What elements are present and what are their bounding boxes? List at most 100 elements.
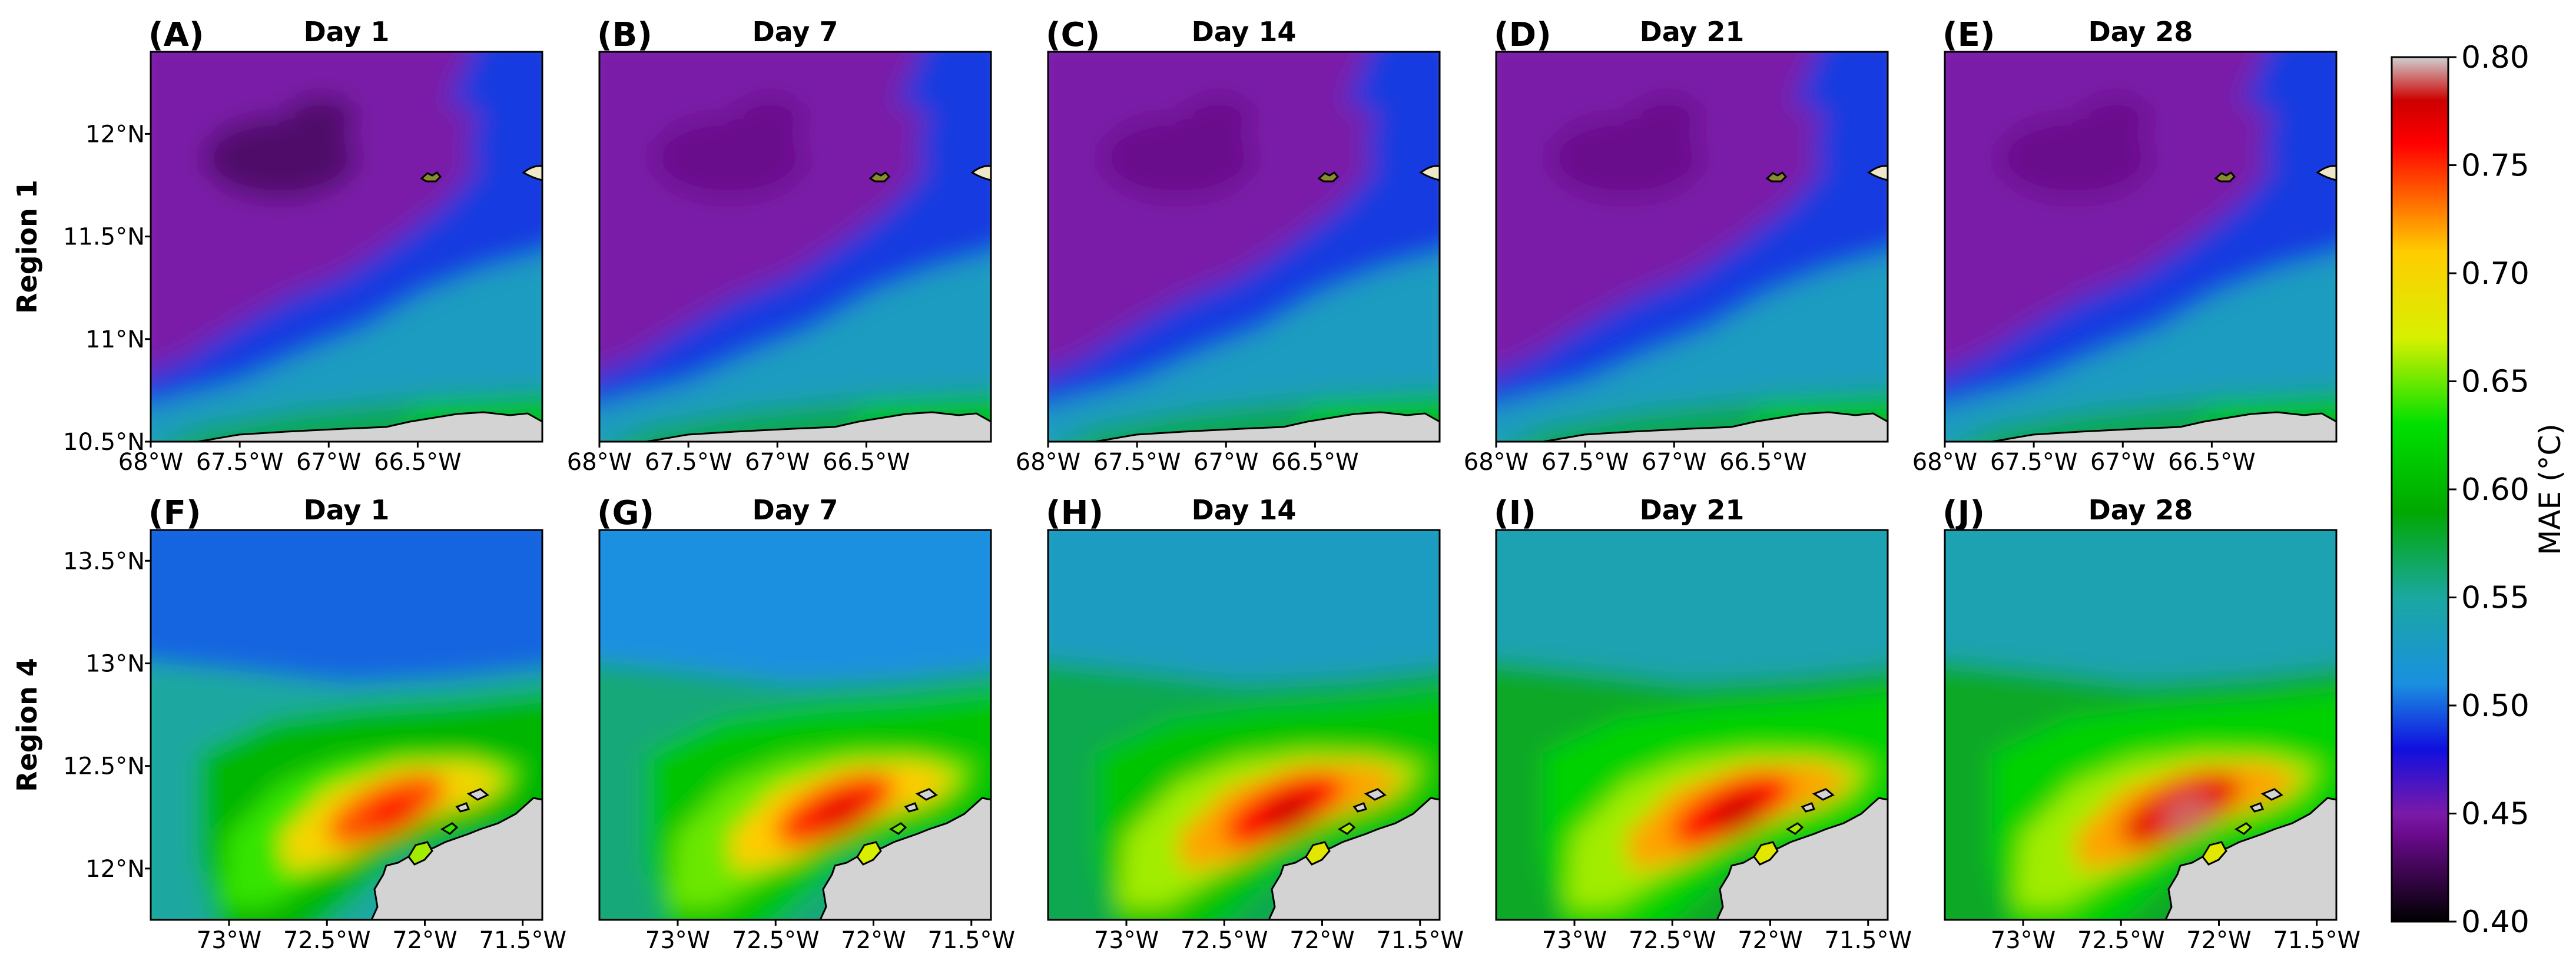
land-mainland (646, 411, 991, 442)
x-tick-label: 71.5°W (927, 927, 1015, 954)
mae-field-blue (1496, 530, 1888, 683)
map-panel: Day 21 (D) 68°W 67.5°W 67°W 66.5°W (1464, 16, 1889, 476)
colorbar-tick-label: 0.75 (2461, 148, 2529, 184)
x-tick-label: 72°W (841, 927, 906, 954)
land-island (1317, 171, 1340, 183)
panel-frame (598, 51, 992, 443)
x-tick-label: 72.5°W (732, 927, 820, 954)
x-tick-label: 67°W (2090, 449, 2155, 476)
row-label: Region 1 (11, 180, 43, 314)
panel-frame (1047, 529, 1441, 921)
x-tick-label: 66.5°W (823, 449, 910, 476)
map-panel: Day 1 (F) 73°W 72.5°W 72°W 71.5°W 13.5°N 13°N 12… (63, 494, 566, 954)
mae-field-dark (286, 96, 357, 137)
panel-title: Day 7 (752, 494, 838, 526)
row-labels: Region 1 Region 4 (11, 180, 43, 792)
panel-title: Day 28 (2088, 494, 2193, 526)
land-island (2249, 802, 2265, 813)
x-tick-label: 67.5°W (1541, 449, 1629, 476)
land-island (2234, 822, 2253, 835)
land-island (915, 788, 938, 801)
x-tick-label: 67°W (296, 449, 361, 476)
land-island (856, 841, 882, 866)
x-tick-label: 71.5°W (1376, 927, 1464, 954)
mae-field-red (1712, 795, 1763, 830)
colorbar-tick-label: 0.70 (2461, 256, 2529, 291)
land-island (2260, 788, 2283, 801)
x-tick-label: 68°W (1912, 449, 1977, 476)
y-tick-label: 10.5°N (63, 429, 145, 456)
colorbar-tick-label: 0.65 (2461, 365, 2529, 400)
panel-letter: (A) (148, 16, 204, 54)
panel-frame (1495, 529, 1889, 921)
colorbar-label: MAE (°C) (2533, 423, 2567, 555)
panel-frame (598, 529, 992, 921)
land-island (2316, 165, 2336, 181)
x-tick-label: 73°W (645, 927, 710, 954)
land-island (1867, 165, 1888, 181)
x-tick-label: 67°W (1642, 449, 1706, 476)
land-island (889, 822, 907, 835)
panel-letter: (G) (597, 494, 654, 532)
panel-letter: (E) (1942, 16, 1995, 54)
land-island (1812, 788, 1835, 801)
land-island (2202, 841, 2227, 866)
panel-title: Day 14 (1192, 16, 1297, 48)
mae-field-deep (1720, 95, 1826, 193)
panel-grid: Day 1 (A) 68°W 67.5°W 67°W 66.5°W 12°N 11.5°N 11… (63, 16, 2360, 954)
panel-frame (150, 529, 543, 921)
mae-field-blue (599, 530, 991, 683)
x-tick-label: 72.5°W (283, 927, 371, 954)
x-tick-label: 72.5°W (1629, 927, 1716, 954)
x-tick-label: 67.5°W (1990, 449, 2078, 476)
land-mainland (1543, 411, 1888, 442)
x-tick-label: 71.5°W (1824, 927, 1912, 954)
panel-letter: (C) (1046, 16, 1100, 54)
map-panel: Day 21 (I) 73°W 72.5°W 72°W 71.5°W (1494, 494, 1912, 954)
map-panel: Day 7 (B) 68°W 67.5°W 67°W 66.5°W (567, 16, 992, 476)
y-tick-label: 13.5°N (63, 548, 145, 575)
mae-field-deep (2169, 95, 2275, 193)
mae-field-dark (2080, 96, 2151, 137)
panel-title: Day 21 (1640, 494, 1745, 526)
map-panel: Day 28 (E) 68°W 67.5°W 67°W 66.5°W (1912, 16, 2338, 476)
map-panel: Day 14 (H) 73°W 72.5°W 72°W 71.5°W (1046, 494, 1464, 954)
land-island (2214, 171, 2236, 183)
land-island (1338, 822, 1356, 835)
panel-frame (1944, 529, 2338, 921)
x-tick-label: 72°W (1738, 927, 1802, 954)
x-tick-label: 68°W (118, 449, 183, 476)
colorbar-tick-label: 0.55 (2461, 581, 2529, 616)
x-tick-label: 67.5°W (196, 449, 284, 476)
panel-title: Day 7 (752, 16, 838, 48)
land-island (868, 171, 891, 183)
mae-field-deep (374, 95, 480, 193)
x-tick-label: 66.5°W (1719, 449, 1807, 476)
land-island (420, 171, 442, 183)
x-tick-label: 73°W (1094, 927, 1159, 954)
panel-frame (1944, 51, 2338, 443)
x-tick-label: 67.5°W (1093, 449, 1181, 476)
x-tick-label: 67.5°W (645, 449, 732, 476)
land-island (1786, 822, 1804, 835)
mae-field-red (2161, 795, 2212, 830)
land-island (455, 802, 470, 813)
mae-field-dark (1998, 117, 2151, 199)
panel-title: Day 28 (2088, 16, 2193, 48)
row-label: Region 4 (11, 658, 43, 792)
land-mainland (1095, 411, 1440, 442)
map-panel: Day 14 (C) 68°W 67.5°W 67°W 66.5°W (1016, 16, 1441, 476)
x-tick-label: 71.5°W (2273, 927, 2360, 954)
mae-field-dark (1101, 117, 1254, 199)
x-tick-label: 72.5°W (1181, 927, 1268, 954)
x-tick-label: 73°W (1542, 927, 1607, 954)
mae-field-blue (1945, 530, 2336, 683)
panel-title: Day 1 (304, 494, 390, 526)
x-tick-label: 67°W (1193, 449, 1258, 476)
mae-field-dark (1632, 96, 1702, 137)
mae-field-red (367, 795, 417, 830)
y-tick-label: 12°N (85, 856, 145, 883)
panel-letter: (I) (1494, 494, 1536, 532)
mae-field-light (599, 253, 991, 442)
mae-field-dark (1549, 117, 1702, 199)
